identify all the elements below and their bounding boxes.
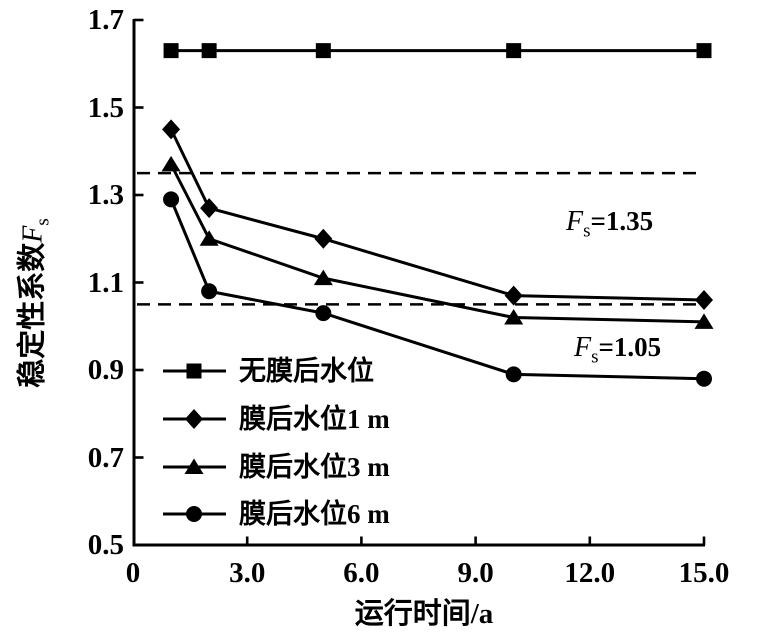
diamond-marker	[200, 198, 219, 219]
y-tick-label: 0.5	[87, 529, 124, 561]
legend-label: 膜后水位1 m	[239, 404, 390, 434]
legend-item-level-6m: 膜后水位6 m	[162, 499, 390, 529]
triangle-marker	[199, 230, 219, 246]
y-tick-label: 1.1	[87, 266, 124, 299]
y-tick-label: 0.7	[87, 441, 124, 474]
circle-marker	[163, 191, 180, 208]
y-axis-title: 稳定性系数Fs	[17, 218, 60, 388]
x-tick-label: 12.0	[564, 557, 616, 589]
square-marker	[506, 43, 522, 59]
x-tick-label: 3.0	[229, 557, 266, 589]
x-tick-label: 6.0	[343, 557, 380, 589]
triangle-marker	[313, 269, 333, 286]
reference-label-1-05-value: =1.05	[598, 332, 662, 362]
triangle-marker	[161, 155, 181, 172]
reference-label-1-05: Fs=1.05	[574, 332, 661, 372]
circle-marker	[696, 370, 712, 387]
circle-marker	[315, 305, 332, 322]
reference-label-1-35-var: F	[566, 206, 584, 237]
y-tick-label: 1.5	[87, 91, 124, 124]
triangle-marker	[504, 309, 524, 325]
x-tick-label: 0	[125, 557, 141, 589]
reference-label-1-35-value: =1.35	[590, 206, 654, 236]
diamond-marker	[695, 290, 713, 310]
legend-label: 无膜后水位	[239, 356, 374, 386]
diamond-marker	[162, 119, 181, 140]
triangle-marker	[184, 458, 204, 474]
triangle-marker	[694, 313, 714, 329]
x-tick-label: 9.0	[457, 557, 494, 589]
square-marker	[163, 43, 179, 59]
diamond-marker	[314, 228, 333, 249]
y-tick-label: 1.7	[87, 4, 124, 36]
legend-label: 膜后水位3 m	[239, 452, 390, 482]
legend-item-level-3m: 膜后水位3 m	[162, 452, 390, 482]
x-axis-title: 运行时间/a	[354, 598, 494, 630]
legend-label: 膜后水位6 m	[239, 499, 390, 529]
y-axis-title-subscript: s	[32, 218, 54, 226]
y-tick-label: 0.9	[87, 354, 124, 386]
circle-marker	[505, 366, 522, 383]
square-marker	[315, 43, 331, 59]
y-tick-label: 1.3	[87, 179, 124, 211]
legend-item-level-1m: 膜后水位1 m	[162, 404, 390, 434]
y-axis-title-text: 稳定性系数	[16, 242, 49, 388]
reference-label-1-05-var: F	[574, 332, 592, 363]
square-marker	[696, 43, 712, 59]
square-marker	[186, 363, 202, 379]
y-axis-title-variable: F	[17, 225, 49, 243]
circle-marker	[186, 506, 202, 522]
square-marker-icon	[163, 363, 226, 379]
circle-marker-icon	[163, 506, 226, 522]
diamond-marker-icon	[163, 409, 226, 429]
x-tick-label: 15.0	[678, 557, 730, 589]
reference-label-1-35: Fs=1.35	[566, 206, 653, 246]
square-marker	[201, 43, 217, 59]
reference-label-1-35-sub: s	[583, 220, 591, 242]
reference-label-1-05-sub: s	[591, 346, 599, 368]
triangle-marker-icon	[163, 458, 226, 474]
diamond-marker	[504, 285, 523, 306]
circle-marker	[201, 283, 218, 300]
legend-item-no-membrane: 无膜后水位	[162, 356, 374, 386]
diamond-marker	[185, 409, 203, 429]
